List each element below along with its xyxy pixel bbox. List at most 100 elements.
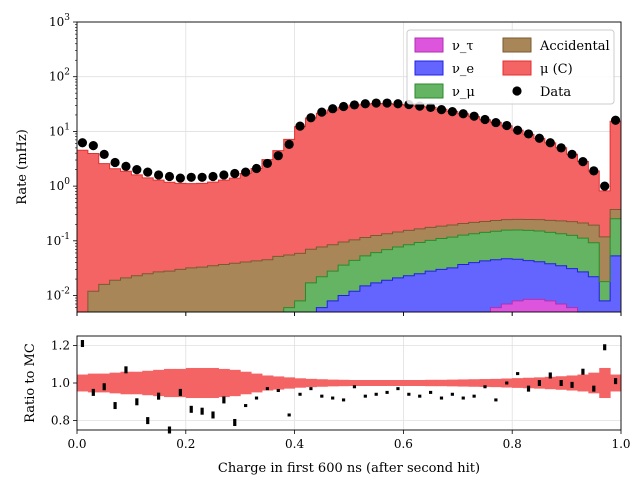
legend-swatch <box>502 37 532 53</box>
x-tick-label: 0.6 <box>394 437 413 451</box>
ratio-point <box>613 378 618 385</box>
legend-swatch <box>414 83 444 99</box>
ratio-point <box>341 398 346 402</box>
ratio-point <box>91 388 95 396</box>
legend-marker-data <box>512 86 522 96</box>
data-point <box>458 109 468 119</box>
stack-area-0 <box>77 299 621 312</box>
ratio-band-bin <box>164 368 176 398</box>
data-point <box>534 133 545 143</box>
ratio-point <box>113 402 117 410</box>
ratio-band-bin <box>77 374 89 392</box>
data-point <box>436 105 447 115</box>
ratio-point <box>396 387 400 391</box>
legend-swatch <box>414 60 444 76</box>
ratio-band-bin <box>283 377 296 389</box>
ratio-point <box>592 385 596 392</box>
data-point <box>502 120 512 131</box>
ratio-point <box>407 392 411 396</box>
ratio-point <box>429 390 433 394</box>
data-point <box>610 115 621 125</box>
ratio-band-bin <box>370 379 383 387</box>
data-point <box>154 170 164 180</box>
ratio-point <box>505 381 509 385</box>
data-point <box>600 181 610 191</box>
ratio-band-bin <box>599 367 611 399</box>
ratio-band-bin <box>316 379 328 387</box>
ratio-band-bin <box>523 377 535 389</box>
ratio-y-tick-label: 1.0 <box>51 376 70 390</box>
data-point <box>382 98 392 108</box>
x-tick-label: 0.2 <box>176 437 195 451</box>
data-point <box>328 104 338 114</box>
ratio-band-bin <box>272 376 285 390</box>
legend-label: Data <box>540 85 571 100</box>
legend: ν_τ Accidental ν_e μ (C) ν_μ Data <box>406 29 615 105</box>
ratio-band-bin <box>446 379 459 387</box>
legend-label: ν_μ <box>452 85 475 100</box>
ratio-band-bin <box>414 379 426 387</box>
ratio-point <box>157 392 161 400</box>
ratio-band-bin <box>218 368 230 398</box>
data-point <box>480 114 490 125</box>
x-tick-label: 0.0 <box>67 437 86 451</box>
ratio-band-bin <box>544 376 557 390</box>
ratio-band-bin <box>359 379 372 387</box>
ratio-panel: 0.0 0.2 0.4 0.6 0.8 1.00.81.01.2 Ratio to MC … <box>23 335 631 476</box>
ratio-point <box>276 389 280 393</box>
ratio-point <box>244 404 248 408</box>
ratio-point <box>254 396 259 400</box>
ratio-band-bin <box>305 378 317 388</box>
data-point <box>578 157 588 167</box>
ratio-band-bin <box>468 379 481 387</box>
ratio-band-bin <box>251 373 263 393</box>
ratio-point <box>320 394 324 398</box>
legend-label: Accidental <box>539 39 610 54</box>
ratio-band-bin <box>588 372 600 394</box>
ratio-point <box>581 368 585 375</box>
data-point <box>469 111 479 121</box>
data-point <box>349 100 360 110</box>
ratio-band-bin <box>174 368 187 398</box>
ratio-band-bin <box>479 379 491 387</box>
ratio-point <box>603 344 607 351</box>
ratio-point <box>222 396 226 404</box>
ratio-point <box>461 396 465 400</box>
ratio-band-bin <box>196 367 209 399</box>
ratio-band-bin <box>457 379 470 387</box>
data-point <box>317 107 327 117</box>
ratio-band-bin <box>392 379 404 387</box>
ratio-y-tick-label: 0.8 <box>51 414 70 428</box>
ratio-point <box>189 405 193 413</box>
ratio-point <box>352 385 357 389</box>
ratio-band-bin <box>261 375 274 391</box>
data-point <box>567 149 577 160</box>
ratio-point <box>559 380 563 386</box>
main-y-tick-label: 102 <box>49 68 70 84</box>
ratio-point <box>178 388 182 396</box>
ratio-point <box>80 340 85 348</box>
ratio-point <box>200 407 204 415</box>
data-point <box>447 107 457 117</box>
main-y-tick-label: 10-2 <box>46 287 70 303</box>
data-point <box>360 99 370 109</box>
data-point <box>186 172 196 182</box>
data-point <box>393 99 403 109</box>
ratio-band-bin <box>381 379 394 387</box>
ratio-point <box>265 387 269 391</box>
ratio-point <box>494 398 498 402</box>
ratio-y-axis-label: Ratio to MC <box>23 343 38 423</box>
data-point <box>513 125 523 135</box>
ratio-band-bin <box>436 379 448 387</box>
ratio-point <box>124 366 128 374</box>
data-point <box>110 157 120 168</box>
ratio-point <box>309 387 313 391</box>
data-point <box>230 168 240 179</box>
ratio-point <box>483 385 487 389</box>
data-point <box>121 161 131 171</box>
stack-area-4 <box>77 103 621 313</box>
legend-swatch <box>502 60 532 76</box>
ratio-point <box>287 413 291 417</box>
